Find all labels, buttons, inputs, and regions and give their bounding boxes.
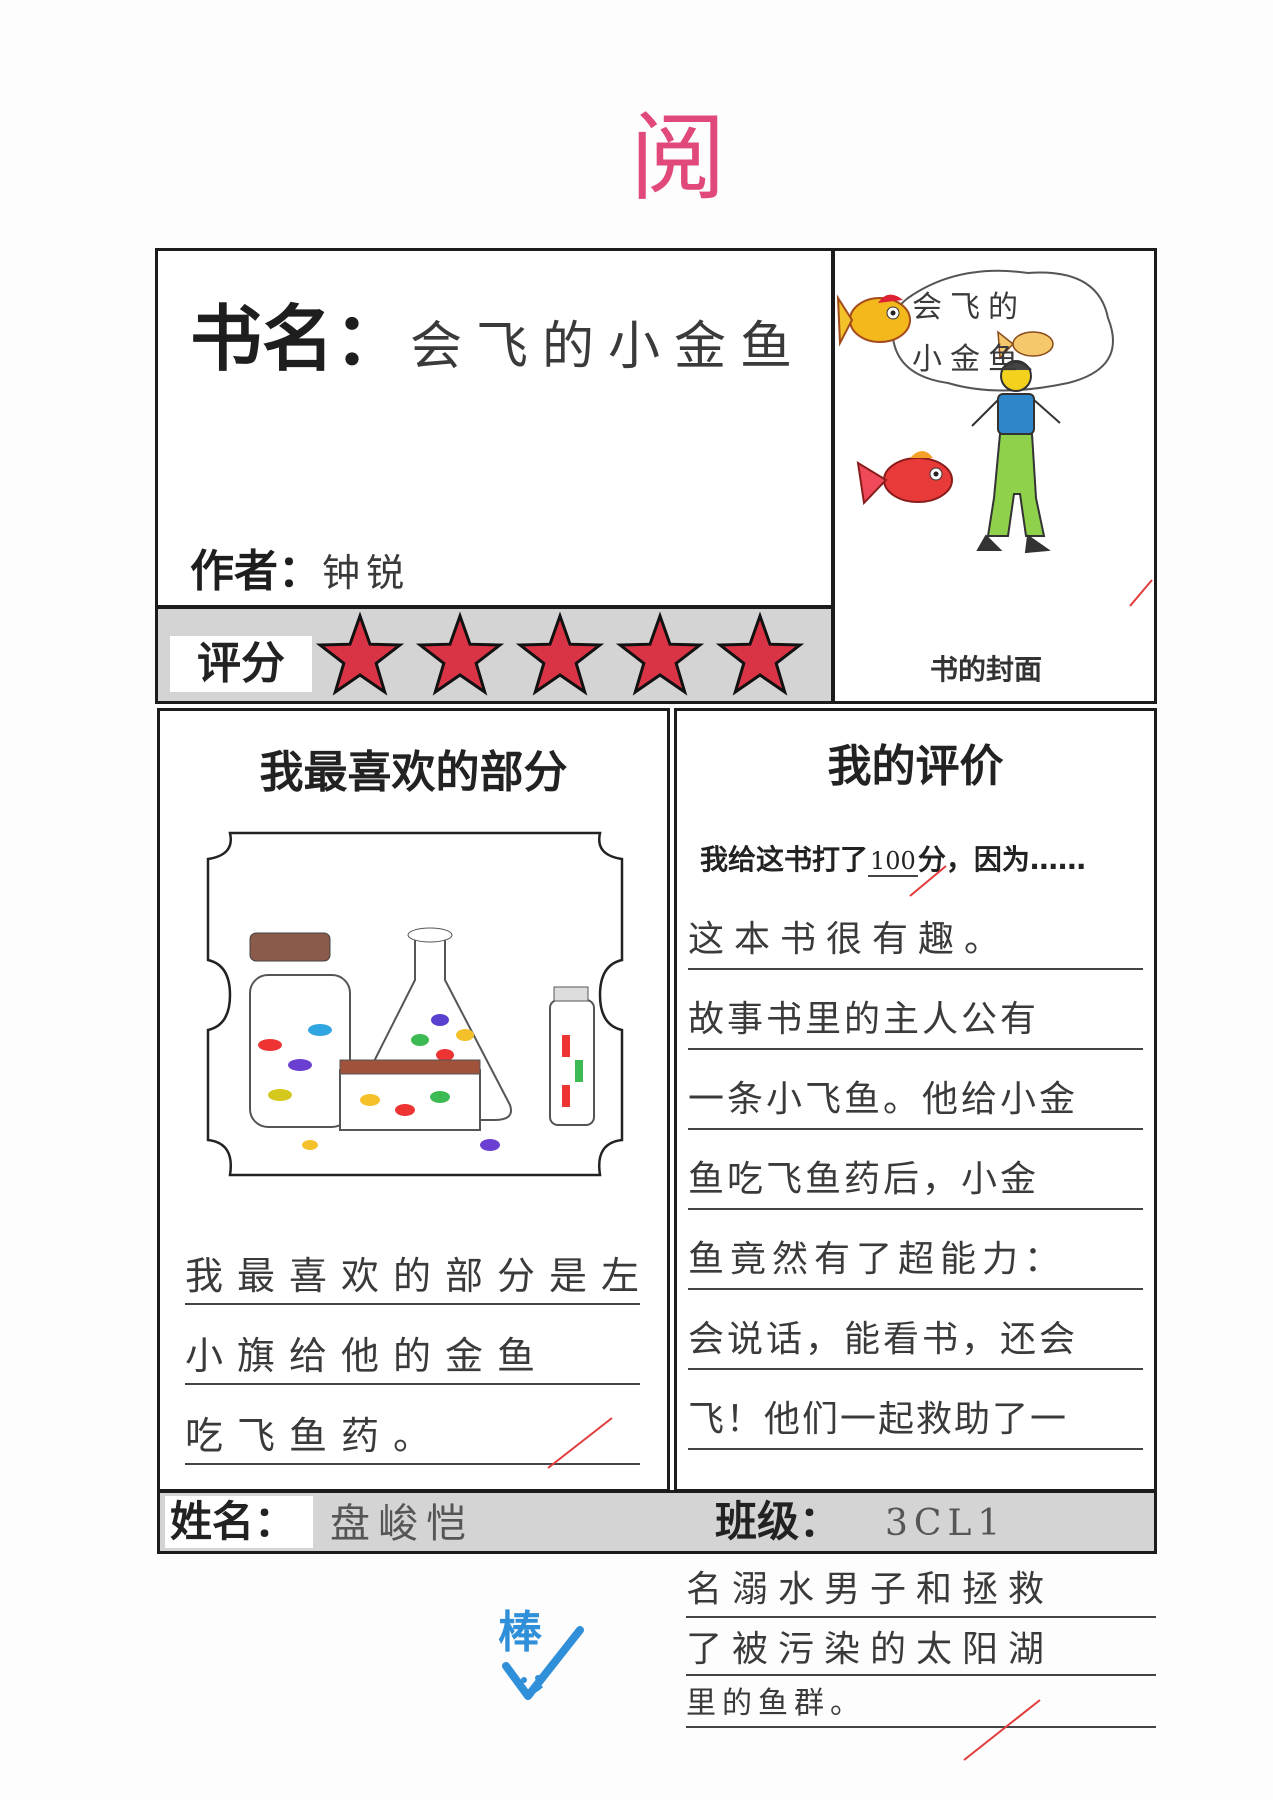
star-icon [415,611,505,696]
bubble-fish-drawing [997,330,1054,360]
praise-stamp: 棒 [488,1596,598,1716]
favorite-heading: 我最喜欢的部分 [259,747,568,798]
review-line-7: 飞！他们一起救助了一 [688,1399,1069,1440]
title-row: 书名： 会飞的小金鱼 [190,280,806,385]
favorite-illustration [206,831,624,1177]
star-icon [315,611,405,696]
book-info-box [155,248,834,608]
book-title: 会飞的小金鱼 [410,317,807,377]
rating-stars [315,611,805,696]
speech-bubble [891,269,1114,392]
star-icon [615,611,705,696]
favorite-line-3: 吃飞鱼药。 [185,1414,446,1458]
rating-label: 评分 [170,636,312,692]
star-icon [515,611,605,696]
student-class: 3CL1 [885,1503,1007,1544]
review-overflow-line-3: 里的鱼群。 [686,1686,866,1721]
review-prompt: 我给这书打了100分，因为…… [700,838,1086,878]
goldfish-yellow-drawing [836,294,911,347]
favorite-line-1: 我最喜欢的部分是左 [185,1254,654,1298]
candy-jar-drawing [249,932,351,1128]
class-label: 班级： [715,1497,842,1546]
name-label: 姓名： [170,1497,297,1546]
check-smile-icon [502,1626,584,1700]
review-prompt-before: 我给这书打了 [700,843,869,876]
student-bar [157,1490,1157,1554]
review-overflow-line-2: 了被污染的太阳湖 [686,1629,1055,1670]
review-line-2: 故事书里的主人公有 [688,999,1040,1040]
cover-caption: 书的封面 [930,653,1043,686]
review-line-5: 鱼竟然有了超能力： [688,1239,1067,1280]
cover-bubble-line-1: 会飞的 [912,290,1026,325]
praise-stamp-text: 棒 [498,1607,542,1658]
teacher-read-mark: 阅 [630,102,726,214]
review-line-3: 一条小飞鱼。他给小金 [688,1079,1079,1120]
student-name: 盘峻恺 [330,1501,474,1547]
review-heading: 我的评价 [827,741,1004,792]
review-box [674,708,1157,1492]
title-label: 书名： [190,297,407,381]
review-score: 100 [868,847,918,877]
cover-illustration [836,269,1114,554]
review-prompt-after: 分，因为…… [917,843,1086,876]
cover-bubble-line-2: 小金鱼 [912,342,1026,377]
goldfish-red-drawing [856,451,953,506]
name-label-box [165,1496,313,1548]
candy-box-drawing [339,1059,481,1131]
review-line-6: 会说话，能看书，还会 [688,1319,1079,1360]
small-bottle-drawing [549,986,595,1126]
favorite-line-2: 小旗给他的金鱼 [185,1334,550,1378]
boy-figure-drawing [971,360,1061,554]
review-overflow-line-1: 名溺水男子和拯救 [686,1569,1055,1610]
review-line-1: 这本书很有趣。 [688,919,1011,960]
author-label: 作者： [190,546,322,597]
review-line-4: 鱼吃飞鱼药后，小金 [688,1159,1040,1200]
author-name: 钟锐 [322,551,411,595]
star-icon [715,611,805,696]
author-row: 作者： 钟锐 [190,535,410,599]
